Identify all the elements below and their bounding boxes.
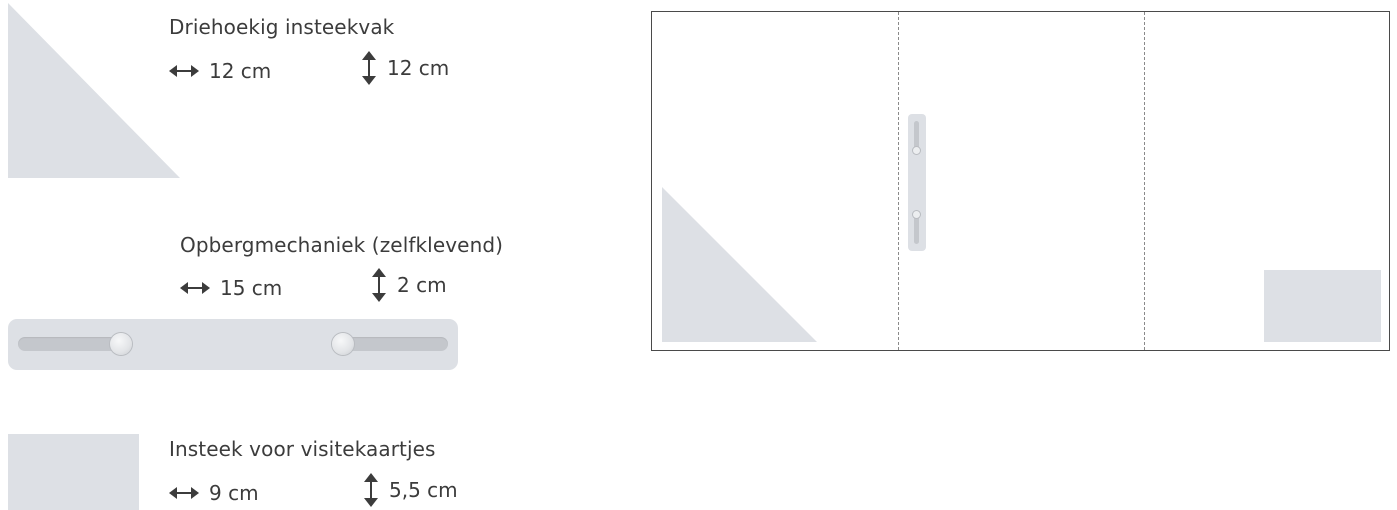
folder-mechanism-slot-top: [914, 121, 919, 153]
mechanism-slot-left: [18, 337, 130, 351]
vertical-double-arrow-icon: [372, 268, 386, 302]
folder-mechanism-slot-bottom: [914, 212, 919, 244]
triangle-pocket-height: 12 cm: [361, 51, 449, 85]
triangle-pocket-width-value: 12 cm: [209, 59, 272, 83]
horizontal-double-arrow-icon: [169, 65, 199, 77]
mechanism-knob-left: [110, 333, 132, 355]
mechanism-knob-right: [332, 333, 354, 355]
card-slot-swatch: [8, 434, 139, 510]
folder-triangle-pocket: [662, 187, 817, 342]
card-slot-title: Insteek voor visitekaartjes: [169, 437, 436, 461]
vertical-double-arrow-icon: [362, 51, 376, 85]
card-slot-width: 9 cm: [169, 481, 259, 505]
fold-line-right: [1144, 12, 1145, 350]
card-slot-height-value: 5,5 cm: [389, 478, 458, 502]
folder-mechanism-knob-top: [913, 147, 920, 154]
mechanism-height-value: 2 cm: [397, 273, 447, 297]
folder-card-slot: [1264, 270, 1381, 342]
mechanism-width-value: 15 cm: [220, 276, 283, 300]
triangle-pocket-width: 12 cm: [169, 59, 271, 83]
card-slot-width-value: 9 cm: [209, 481, 259, 505]
mechanism-width: 15 cm: [180, 276, 282, 300]
triangle-pocket-height-value: 12 cm: [387, 56, 450, 80]
mechanism-title: Opbergmechaniek (zelfklevend): [180, 233, 504, 257]
vertical-double-arrow-icon: [364, 473, 378, 507]
fold-line-left: [898, 12, 899, 350]
card-slot-height: 5,5 cm: [363, 473, 458, 507]
folder-mechanism: [908, 114, 926, 251]
folder-layout: [651, 11, 1390, 351]
horizontal-double-arrow-icon: [180, 282, 210, 294]
mechanism-height: 2 cm: [371, 268, 447, 302]
triangle-pocket-swatch: [8, 3, 180, 178]
folder-mechanism-knob-bottom: [913, 211, 920, 218]
mechanism-strip: [8, 319, 458, 370]
triangle-pocket-title: Driehoekig insteekvak: [169, 15, 395, 39]
horizontal-double-arrow-icon: [169, 487, 199, 499]
mechanism-slot-right: [336, 337, 448, 351]
